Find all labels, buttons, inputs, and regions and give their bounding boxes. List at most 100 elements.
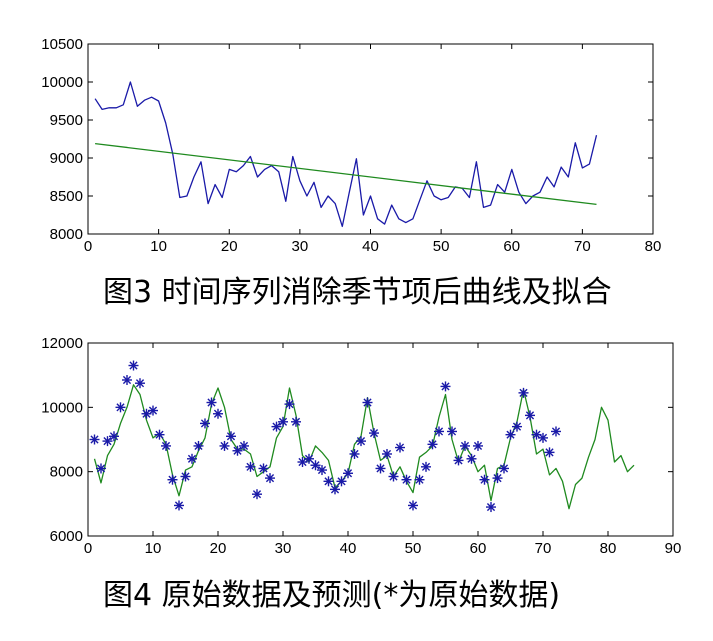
x-tick-label: 80 (600, 540, 617, 557)
y-tick-label: 12000 (41, 335, 83, 352)
data-point-star (356, 436, 366, 447)
data-point-star (414, 474, 425, 485)
data-point-star (505, 429, 516, 440)
axis-ticks: 0 10 20 30 40 50 60 70 80 8000 8500 9000 9500 10000 10… (41, 36, 661, 255)
data-point-star (226, 431, 236, 442)
x-tick-label: 60 (470, 540, 487, 557)
data-point-star (447, 426, 457, 437)
y-tick-label: 8000 (50, 226, 83, 243)
data-point-star (258, 463, 269, 474)
data-point-star (200, 418, 210, 429)
series-line-0 (93, 384, 635, 510)
data-point-star (89, 434, 100, 445)
x-tick-label: 0 (84, 238, 92, 255)
data-point-star (219, 440, 230, 451)
x-tick-label: 60 (503, 238, 520, 255)
chart-panel-fig4: 0 10 20 30 40 50 60 70 80 90 6000 8000 10000 12000 图4… (41, 335, 681, 613)
data-point-star (531, 429, 542, 440)
data-point-star (369, 428, 379, 439)
data-point-star (271, 421, 282, 432)
x-tick-label: 70 (535, 540, 552, 557)
series-layer (89, 360, 635, 513)
data-point-star (304, 453, 314, 464)
data-point-star (291, 416, 301, 427)
data-point-star (323, 476, 334, 487)
series-line-1 (95, 142, 597, 206)
data-point-star (265, 473, 275, 484)
x-tick-label: 30 (275, 540, 292, 557)
data-point-star (135, 378, 145, 389)
data-point-star (336, 476, 347, 487)
data-point-star (154, 429, 165, 440)
data-point-star (427, 439, 438, 450)
x-tick-label: 50 (433, 238, 450, 255)
axis-ticks: 0 10 20 30 40 50 60 70 80 90 6000 8000 10000 12000 (41, 335, 681, 557)
data-point-star (330, 484, 340, 495)
data-point-star (473, 440, 483, 451)
data-point-star (278, 416, 288, 427)
data-point-star (349, 448, 360, 459)
data-point-star (310, 460, 321, 471)
x-tick-label: 0 (84, 540, 92, 557)
data-point-star (206, 397, 217, 408)
data-point-star (252, 489, 262, 500)
data-point-star (460, 440, 470, 451)
series-line-0 (94, 81, 598, 228)
data-point-star (395, 442, 405, 453)
y-tick-label: 8000 (50, 464, 83, 481)
data-point-star (115, 402, 126, 413)
data-point-star (388, 471, 399, 482)
data-point-star (232, 445, 243, 456)
chart-panel-fig3: 0 10 20 30 40 50 60 70 80 8000 8500 9000 9500 10000 10… (41, 36, 661, 310)
data-point-star (551, 426, 561, 437)
data-point-star (245, 461, 256, 472)
data-point-star (434, 426, 444, 437)
data-point-star (180, 471, 191, 482)
y-tick-label: 8500 (50, 188, 83, 205)
x-tick-label: 40 (362, 238, 379, 255)
data-point-star (486, 502, 496, 513)
data-point-star (284, 399, 295, 410)
data-point-star (161, 440, 171, 451)
plot-area-frame (87, 342, 674, 537)
data-point-star (109, 431, 119, 442)
data-point-star (239, 440, 249, 451)
y-tick-label: 10000 (41, 399, 83, 416)
y-tick-label: 6000 (50, 528, 83, 545)
data-point-star (453, 455, 464, 466)
plot-area-frame (87, 43, 654, 235)
series-layer (94, 81, 598, 228)
data-point-star (544, 447, 555, 458)
x-tick-label: 50 (405, 540, 422, 557)
data-point-star (440, 381, 451, 392)
data-point-star (122, 374, 132, 385)
data-point-star (174, 500, 184, 511)
data-point-star (401, 474, 412, 485)
data-point-star (525, 410, 535, 421)
data-point-star (193, 440, 204, 451)
data-point-star (518, 387, 529, 398)
data-point-star (408, 500, 418, 511)
y-tick-label: 9000 (50, 150, 83, 167)
data-point-star (538, 432, 548, 443)
data-point-star (187, 453, 197, 464)
data-point-star (102, 436, 113, 447)
x-tick-label: 40 (340, 540, 357, 557)
x-tick-label: 30 (292, 238, 309, 255)
x-tick-label: 80 (645, 238, 662, 255)
y-tick-label: 9500 (50, 112, 83, 129)
data-point-star (512, 421, 522, 432)
data-point-star (382, 448, 392, 459)
x-tick-label: 20 (210, 540, 227, 557)
data-point-star (96, 463, 106, 474)
x-tick-label: 10 (150, 238, 167, 255)
data-point-star (479, 474, 490, 485)
data-point-star (492, 473, 503, 484)
x-tick-label: 70 (574, 238, 591, 255)
x-tick-label: 10 (145, 540, 162, 557)
data-point-star (499, 463, 509, 474)
data-point-star (128, 360, 139, 371)
y-tick-label: 10500 (41, 36, 83, 53)
data-point-star (466, 453, 477, 464)
